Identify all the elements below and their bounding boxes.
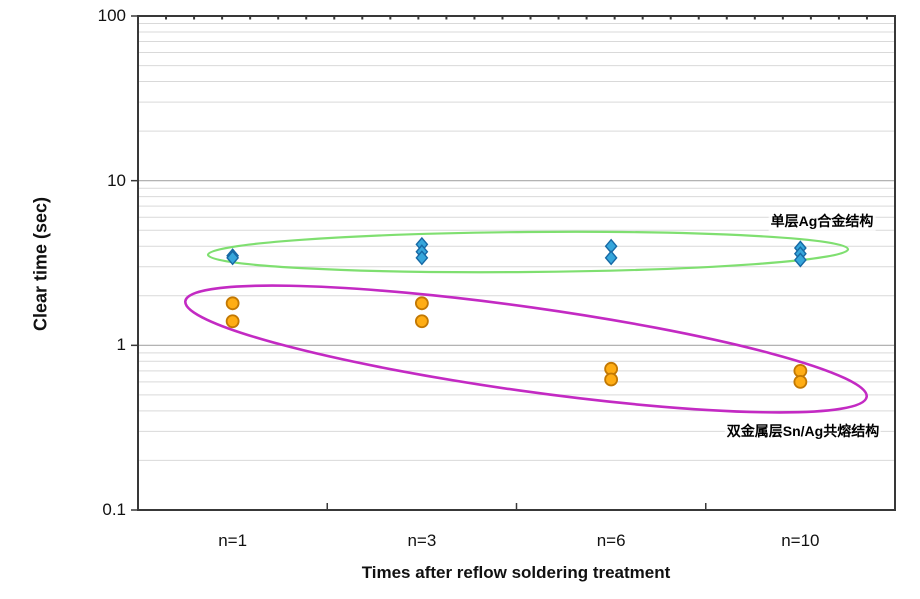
data-point-1-n=3: [414, 314, 429, 329]
group-ellipse-snag: [183, 284, 869, 414]
x-axis-title: Times after reflow soldering treatment: [361, 563, 671, 582]
data-point-1-n=3: [414, 296, 429, 311]
data-point-0-n=10: [793, 252, 807, 268]
x-tick-label: n=6: [596, 531, 626, 550]
x-tick-label: n=3: [407, 531, 437, 550]
data-point-1-n=10: [793, 374, 808, 389]
y-tick-label: 10: [107, 170, 126, 190]
annotation-bimetal-snag: 双金属层Sn/Ag共熔结构: [724, 421, 882, 441]
data-point-0-n=1: [226, 250, 240, 266]
y-tick-label: 0.1: [102, 500, 126, 519]
y-axis-title: Clear time (sec): [30, 196, 51, 332]
annotation-single-layer-ag: 单层Ag合金结构: [768, 211, 876, 231]
y-tick-label: 1: [116, 335, 126, 355]
data-point-1-n=1: [225, 296, 240, 311]
data-point-0-n=3: [415, 250, 429, 266]
group-ellipse-ag-alloy: [206, 230, 850, 274]
x-tick-label: n=1: [218, 531, 248, 550]
x-tick-label: n=10: [781, 531, 820, 550]
data-point-1-n=6: [604, 372, 619, 387]
y-tick-label: 100: [97, 6, 126, 25]
data-point-0-n=6: [604, 250, 618, 266]
data-point-1-n=1: [225, 314, 240, 329]
